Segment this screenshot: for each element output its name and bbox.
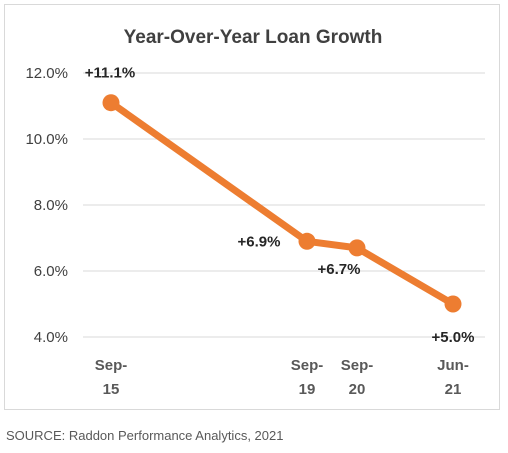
loan-growth-series <box>102 94 462 313</box>
x-tick-label: Sep-19 <box>291 357 324 398</box>
y-axis-ticks: 12.0% 10.0% 8.0% 6.0% 4.0% <box>25 65 68 346</box>
chart-title: Year-Over-Year Loan Growth <box>124 27 383 48</box>
y-tick-label: 8.0% <box>34 197 68 214</box>
x-tick-label: Jun-21 <box>437 357 469 398</box>
x-axis-ticks: Sep-15 Sep-19 Sep-20 Jun-21 <box>95 357 469 398</box>
data-point <box>102 94 120 112</box>
series-line <box>107 99 457 308</box>
data-point <box>298 232 316 250</box>
data-label: +6.7% <box>318 261 361 278</box>
data-label: +11.1% <box>85 65 135 82</box>
y-tick-label: 4.0% <box>34 329 68 346</box>
data-label: +6.9% <box>238 233 281 250</box>
x-tick-label: Sep-20 <box>341 357 374 398</box>
data-labels: +11.1% +6.9% +6.7% +5.0% <box>85 65 475 346</box>
y-tick-label: 6.0% <box>34 263 68 280</box>
data-label: +5.0% <box>432 329 475 346</box>
x-tick-label: Sep-15 <box>95 357 128 398</box>
source-note: SOURCE: Raddon Performance Analytics, 20… <box>6 428 284 443</box>
y-tick-label: 12.0% <box>25 65 68 82</box>
data-point <box>348 239 366 257</box>
y-tick-label: 10.0% <box>25 131 68 148</box>
gridlines <box>83 72 485 338</box>
data-point <box>444 295 462 313</box>
chart-frame <box>4 4 500 410</box>
